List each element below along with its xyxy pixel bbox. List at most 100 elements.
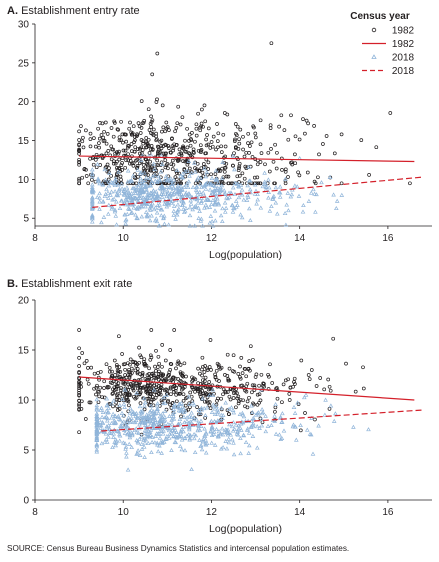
point-2018 <box>105 211 111 216</box>
point-1982 <box>168 150 173 155</box>
point-1982 <box>241 398 245 403</box>
point-1982 <box>77 402 81 407</box>
point-1982 <box>93 144 98 149</box>
point-1982 <box>200 107 204 112</box>
point-1982 <box>241 134 245 139</box>
point-2018 <box>109 420 114 426</box>
point-2018 <box>150 418 156 423</box>
point-2018 <box>175 189 180 194</box>
point-2018 <box>178 408 183 413</box>
point-2018 <box>292 183 298 188</box>
point-1982 <box>282 128 287 132</box>
point-2018 <box>143 197 149 202</box>
point-2018 <box>165 425 171 431</box>
point-1982 <box>313 181 318 186</box>
point-1982 <box>226 412 231 416</box>
point-1982 <box>127 126 132 131</box>
point-2018 <box>196 426 201 431</box>
point-1982 <box>220 181 224 186</box>
point-2018 <box>124 185 130 190</box>
point-2018 <box>198 418 204 423</box>
point-1982 <box>86 181 91 186</box>
point-1982 <box>77 129 81 134</box>
point-1982 <box>159 398 164 403</box>
point-1982 <box>90 178 94 182</box>
point-1982 <box>236 401 241 406</box>
point-1982 <box>200 367 204 372</box>
point-2018 <box>122 441 128 446</box>
point-1982 <box>205 395 210 400</box>
point-2018 <box>147 218 153 223</box>
point-1982 <box>135 132 139 137</box>
point-1982 <box>273 409 277 414</box>
point-2018 <box>102 167 108 172</box>
point-1982 <box>96 375 101 380</box>
point-1982 <box>240 371 245 375</box>
point-1982 <box>115 159 119 164</box>
point-1982 <box>114 363 119 367</box>
point-1982 <box>119 138 124 143</box>
point-2018 <box>94 427 100 432</box>
point-2018 <box>169 417 174 422</box>
point-1982 <box>146 107 151 112</box>
point-1982 <box>234 405 238 410</box>
point-2018 <box>151 425 157 430</box>
point-2018 <box>230 428 236 433</box>
point-2018 <box>232 167 237 172</box>
point-2018 <box>178 428 184 433</box>
point-2018 <box>123 446 128 451</box>
point-2018 <box>207 181 213 186</box>
point-2018 <box>262 181 267 186</box>
point-1982 <box>176 377 180 381</box>
point-2018 <box>180 174 185 179</box>
point-1982 <box>270 381 275 385</box>
point-1982 <box>166 398 170 403</box>
point-2018 <box>238 427 244 432</box>
point-2018 <box>257 425 262 430</box>
point-2018 <box>106 405 112 411</box>
point-2018 <box>217 187 223 192</box>
point-2018 <box>195 192 200 197</box>
point-2018 <box>272 413 277 418</box>
point-2018 <box>101 214 107 219</box>
point-1982 <box>262 382 266 386</box>
point-1982 <box>235 396 240 401</box>
point-2018 <box>199 200 204 205</box>
point-1982 <box>327 384 332 389</box>
point-2018 <box>171 406 177 411</box>
point-2018 <box>224 446 230 451</box>
point-1982 <box>233 137 237 142</box>
point-2018 <box>311 187 316 192</box>
point-1982 <box>207 403 212 408</box>
point-1982 <box>183 403 188 408</box>
point-1982 <box>194 133 199 138</box>
point-2018 <box>283 222 289 227</box>
point-2018 <box>135 451 141 456</box>
point-2018 <box>192 223 198 228</box>
point-2018 <box>219 176 225 181</box>
point-2018 <box>238 421 244 426</box>
point-2018 <box>104 396 110 401</box>
point-1982 <box>266 372 270 377</box>
point-2018 <box>230 153 236 158</box>
point-2018 <box>144 416 150 421</box>
point-2018 <box>135 167 141 172</box>
point-2018 <box>147 206 153 211</box>
point-1982 <box>142 357 147 362</box>
point-1982 <box>177 152 182 157</box>
point-2018 <box>141 437 147 442</box>
point-1982 <box>98 385 103 390</box>
y-tick-label: 5 <box>23 446 29 457</box>
point-1982 <box>150 72 155 77</box>
point-2018 <box>142 170 147 175</box>
point-2018 <box>145 419 150 424</box>
point-2018 <box>99 414 105 419</box>
point-1982 <box>231 391 236 395</box>
point-2018 <box>144 433 150 439</box>
point-2018 <box>301 395 307 400</box>
point-1982 <box>85 377 90 382</box>
point-2018 <box>267 208 273 213</box>
point-1982 <box>77 364 81 368</box>
point-2018 <box>209 432 215 437</box>
point-1982 <box>100 121 105 126</box>
